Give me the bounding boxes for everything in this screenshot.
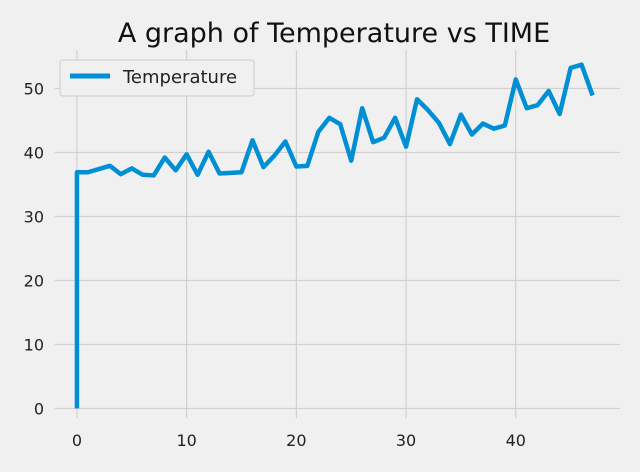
grid-lines (55, 50, 620, 418)
tick-labels: 0 10 20 30 40 0 10 20 30 40 50 (24, 79, 526, 450)
series-lines (74, 62, 595, 409)
legend: Temperature (59, 59, 255, 97)
x-tick-label: 20 (286, 431, 306, 450)
x-tick-label: 10 (176, 431, 196, 450)
y-tick-label: 30 (24, 207, 44, 226)
x-tick-label: 0 (72, 431, 82, 450)
y-tick-label: 20 (24, 271, 44, 290)
chart-title: A graph of Temperature vs TIME (118, 18, 550, 49)
y-tick-label: 0 (34, 399, 44, 418)
legend-box (59, 59, 255, 97)
series-line-temperature (74, 62, 595, 409)
y-tick-label: 10 (24, 335, 44, 354)
y-tick-label: 40 (24, 143, 44, 162)
x-tick-label: 40 (506, 431, 526, 450)
x-tick-label: 30 (396, 431, 416, 450)
legend-label: Temperature (122, 67, 237, 88)
y-tick-label: 50 (24, 79, 44, 98)
